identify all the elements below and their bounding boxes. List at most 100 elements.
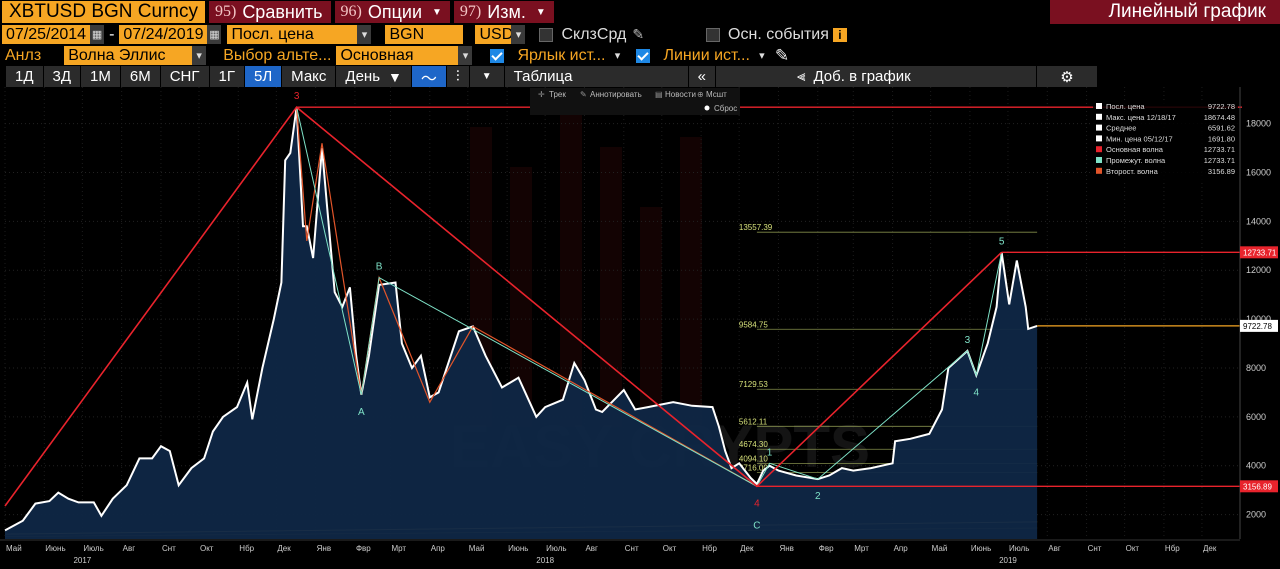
fib-label: 5612.11 [739, 417, 768, 426]
pencil-icon[interactable]: ✎ [632, 26, 645, 42]
line-chart-icon[interactable]: 〜 [411, 66, 446, 88]
watermark-bar [510, 167, 532, 427]
alternative-select[interactable]: Основная [336, 46, 459, 65]
chevron-down-icon[interactable]: ▾ [511, 25, 526, 44]
options-menu[interactable]: 96) Опции ▼ [334, 1, 450, 23]
x-tick-label: Июнь [971, 544, 991, 553]
chevron-down-icon[interactable]: ▾ [458, 46, 473, 65]
x-tick-label: Нбр [239, 544, 254, 553]
price-label-box [1240, 480, 1278, 493]
price-field-select[interactable]: Посл. цена [227, 25, 358, 44]
info-icon[interactable]: i [832, 27, 847, 42]
price-line [4, 107, 1038, 532]
legend-label: Второст. волна [1106, 167, 1159, 176]
track-button[interactable]: Трек [549, 90, 566, 99]
edit-menu-label: Изм. [487, 1, 526, 22]
legend-value: 9722.78 [1208, 102, 1235, 111]
annotate-icon[interactable]: ✎ [580, 90, 587, 99]
period-toolbar: 1Д 3Д 1М 6М СНГ 1Г 5Л Макс День ▼ 〜 ⫶ ▼ Т… [0, 66, 1280, 88]
events-checkbox[interactable] [706, 27, 721, 42]
edit-menu[interactable]: 97) Изм. ▼ [453, 1, 554, 23]
lines-source-checkbox[interactable] [636, 48, 651, 63]
currency-select[interactable]: USD [475, 25, 513, 44]
watermark-bar [680, 137, 702, 427]
zoom-button[interactable]: Мсшт [706, 90, 727, 99]
price-series [4, 107, 1038, 539]
period-ytd-button[interactable]: СНГ [160, 66, 209, 87]
watermark-bar [640, 207, 662, 427]
period-max-button[interactable]: Макс [282, 66, 336, 87]
chevron-down-icon: ▼ [535, 6, 546, 18]
date-from-input[interactable]: 07/25/2014 [2, 25, 91, 44]
annotate-button[interactable]: Аннотировать [590, 90, 642, 99]
zoom-icon[interactable]: ⊕ [697, 90, 704, 99]
y-tick-label: 8000 [1246, 363, 1266, 373]
y-tick-label: 2000 [1246, 510, 1266, 520]
moving-average-label: СклзСрд [561, 25, 627, 43]
collapse-icon[interactable]: « [688, 66, 716, 87]
x-tick-label: Мрт [854, 544, 869, 553]
fib-label: 3716.00 [739, 464, 768, 473]
news-icon[interactable]: ▤ [655, 90, 663, 99]
legend-swatch [1096, 103, 1102, 109]
price-label: 3156.89 [1243, 482, 1272, 491]
chart-style-dropdown[interactable]: ▼ [469, 66, 504, 87]
news-button[interactable]: Новости [665, 90, 696, 99]
period-1y-button[interactable]: 1Г [209, 66, 244, 87]
calendar-icon[interactable]: ▦ [90, 25, 105, 44]
price-chart[interactable]: EASY CRYPTS 13557.399584.757129.535612.1… [0, 87, 1280, 569]
intermediate-wave-line [296, 107, 1003, 487]
x-tick-label: Окт [200, 544, 214, 553]
compare-menu[interactable]: 95) Сравнить [208, 1, 331, 23]
x-tick-label: Дек [277, 544, 291, 553]
analysis-select[interactable]: Волна Эллис [64, 46, 193, 65]
reset-icon[interactable] [704, 105, 710, 111]
chevron-down-icon[interactable]: ▾ [357, 25, 372, 44]
legend-value: 6591.62 [1208, 124, 1235, 133]
chevron-down-icon[interactable]: ▾ [192, 46, 207, 65]
wave-label: 3 [294, 91, 300, 102]
legend-label: Основная волна [1106, 145, 1164, 154]
x-tick-label: Окт [663, 544, 677, 553]
source-input[interactable]: BGN [385, 25, 464, 44]
legend-label: Среднее [1106, 124, 1136, 133]
period-1m-button[interactable]: 1М [81, 66, 120, 87]
reset-button[interactable]: Сброс [714, 104, 737, 113]
legend-value: 18674.48 [1204, 113, 1235, 122]
fib-label: 7129.53 [739, 380, 768, 389]
date-to-input[interactable]: 07/24/2019 [119, 25, 208, 44]
x-tick-label: Мрт [391, 544, 406, 553]
legend-value: 3156.89 [1208, 167, 1235, 176]
settings-row: 07/25/2014 ▦ - 07/24/2019 ▦ Посл. цена ▾… [0, 24, 1280, 45]
period-3d-button[interactable]: 3Д [43, 66, 81, 87]
moving-average-checkbox[interactable] [539, 27, 554, 42]
period-1d-button[interactable]: 1Д [6, 66, 43, 87]
chart-legend: Посл. цена 9722.78 Макс. цена 12/18/17 1867… [1093, 101, 1238, 181]
wave-label: B [376, 262, 383, 273]
label-source-checkbox[interactable] [490, 48, 505, 63]
x-tick-label: Авг [123, 544, 136, 553]
x-tick-label: Июль [546, 544, 566, 553]
alternative-label: Выбор альте... [223, 46, 332, 64]
wave-label: 3 [965, 335, 971, 346]
period-5y-button[interactable]: 5Л [244, 66, 282, 87]
gear-icon[interactable]: ⚙ [1037, 66, 1098, 87]
x-tick-label: Май [932, 544, 948, 553]
chevron-down-icon[interactable]: ▾ [614, 50, 621, 62]
add-to-chart-button[interactable]: ⫷ Доб. в график [716, 66, 1037, 87]
table-button[interactable]: Таблица [504, 66, 688, 87]
calendar-icon[interactable]: ▦ [207, 25, 222, 44]
interval-select[interactable]: День ▼ [336, 66, 411, 87]
period-6m-button[interactable]: 6М [120, 66, 160, 87]
x-year-label: 2018 [536, 556, 554, 565]
chevron-down-icon[interactable]: ▾ [759, 50, 765, 62]
watermark-bar [600, 147, 622, 427]
ticker-field[interactable]: XBTUSD BGN Curncy [2, 1, 205, 23]
x-tick-label: Июль [83, 544, 103, 553]
track-icon[interactable]: ✛ [538, 90, 545, 99]
bar-chart-icon[interactable]: ⫶ [446, 66, 469, 87]
pencil-icon[interactable]: ✎ [774, 45, 790, 65]
fib-label: 4094.10 [739, 454, 768, 463]
fib-label: 13557.39 [739, 223, 773, 232]
wave-label: 5 [999, 236, 1005, 247]
